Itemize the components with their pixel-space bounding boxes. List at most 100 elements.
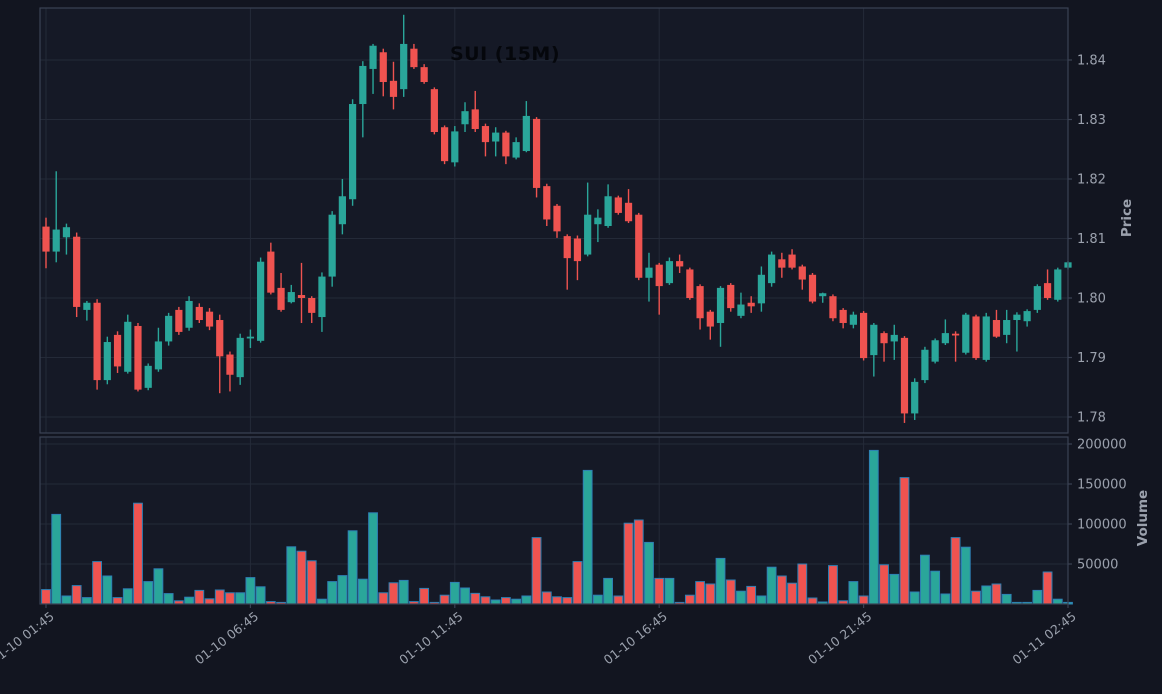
- volume-bar: [633, 519, 644, 605]
- volume-bar: [419, 587, 430, 605]
- candle-body: [124, 321, 132, 372]
- volume-tick-label: 150000: [1077, 478, 1127, 493]
- candle-body: [778, 259, 786, 268]
- candle-body: [604, 196, 612, 227]
- candle-body: [103, 342, 111, 381]
- volume-bar: [112, 597, 123, 605]
- candle-body: [890, 334, 898, 342]
- volume-bar: [81, 597, 92, 605]
- volume-bar: [541, 591, 552, 605]
- candle-body: [829, 296, 837, 319]
- volume-bar: [644, 541, 654, 605]
- candle-body: [757, 274, 765, 304]
- candle-body: [870, 324, 878, 356]
- candle-body: [379, 52, 387, 83]
- candle-body: [676, 261, 684, 267]
- volume-bar: [603, 577, 614, 605]
- volume-bar: [511, 598, 522, 605]
- candle-body: [430, 89, 438, 132]
- candle-body: [1013, 314, 1021, 321]
- volume-bar: [122, 588, 133, 605]
- candle-body: [951, 333, 960, 336]
- volume-bar: [981, 585, 992, 605]
- volume-tick-label: 100000: [1077, 518, 1127, 533]
- candle-body: [716, 287, 725, 323]
- volume-bar: [572, 561, 583, 605]
- candle-body: [614, 197, 622, 213]
- volume-bar: [848, 581, 859, 605]
- volume-pane-border: [39, 436, 1069, 605]
- volume-bar: [286, 546, 297, 605]
- candle-body: [645, 267, 653, 278]
- price-pane-border: [39, 7, 1069, 434]
- price-tick-label: 1.79: [1077, 351, 1106, 366]
- candle-body: [563, 236, 571, 259]
- volume-bar: [449, 581, 460, 605]
- volume-bar: [306, 560, 317, 605]
- candle-body: [42, 226, 50, 252]
- volume-bar: [245, 577, 256, 605]
- candle-body: [665, 261, 674, 284]
- volume-bar: [828, 565, 838, 605]
- candle-body: [941, 333, 949, 344]
- candle-body: [962, 314, 970, 353]
- candle-body: [635, 214, 643, 278]
- candle-body: [727, 284, 735, 309]
- candle-body: [154, 341, 163, 370]
- volume-bar: [184, 596, 194, 605]
- x-tick-label: 01-10 01:45: [0, 609, 57, 668]
- volume-bar: [950, 537, 961, 605]
- volume-bar: [613, 595, 624, 605]
- volume-bar: [736, 590, 746, 605]
- volume-bar: [163, 593, 174, 605]
- volume-bar: [235, 592, 246, 605]
- volume-bar: [889, 573, 900, 605]
- candle-body: [624, 202, 633, 222]
- volume-bar: [521, 595, 532, 605]
- volume-bar: [592, 594, 603, 605]
- price-tick-label: 1.83: [1077, 113, 1106, 128]
- volume-bar: [899, 477, 910, 605]
- candle-body: [522, 115, 530, 152]
- candle-body: [880, 333, 888, 344]
- candle-body: [400, 43, 408, 90]
- candle-body: [226, 354, 234, 375]
- candle-body: [328, 214, 336, 277]
- volume-bar: [552, 596, 562, 605]
- volume-bar: [501, 597, 511, 605]
- candle-body: [573, 238, 582, 262]
- volume-bar: [378, 592, 389, 605]
- volume-bar: [61, 595, 72, 605]
- candle-body: [175, 309, 183, 332]
- candle-body: [369, 45, 377, 69]
- candle-body: [185, 300, 193, 328]
- candle-body: [338, 196, 346, 225]
- candle-body: [389, 80, 398, 97]
- candle-body: [860, 312, 868, 359]
- volume-bar: [153, 568, 164, 605]
- candle-body: [931, 340, 939, 362]
- volume-bar: [480, 596, 491, 605]
- volume-bar: [858, 595, 869, 605]
- candle-body: [655, 264, 663, 287]
- volume-bar: [582, 469, 593, 605]
- volume-bar: [930, 570, 941, 605]
- candle-body: [972, 316, 980, 359]
- volume-bar: [317, 598, 327, 605]
- candle-body: [1003, 320, 1011, 335]
- volume-bar: [214, 589, 225, 605]
- volume-bar: [991, 583, 1002, 605]
- candle-body: [471, 109, 479, 130]
- x-tick-label: 01-10 06:45: [192, 609, 261, 668]
- volume-bar: [439, 594, 450, 605]
- volume-bar: [787, 582, 797, 605]
- candle-body: [257, 261, 265, 341]
- candle-body: [768, 254, 776, 284]
- candle-body: [737, 304, 745, 316]
- volume-bar: [204, 598, 215, 605]
- volume-bar: [695, 581, 705, 605]
- candle-body: [788, 254, 796, 268]
- x-tick-label: 01-11 02:45: [1009, 609, 1078, 668]
